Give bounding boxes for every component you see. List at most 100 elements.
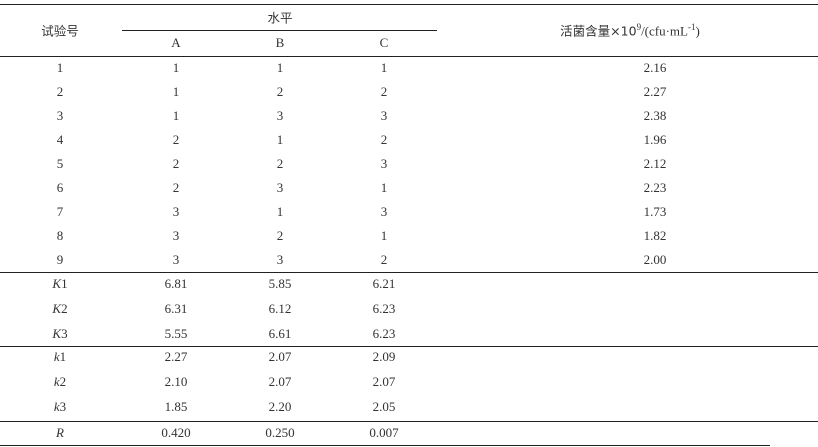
header-result: 活菌含量×109/(cfu·mL-1) [560, 21, 700, 40]
stat-index: 3 [59, 399, 67, 414]
level-b: 2 [276, 84, 284, 99]
stat-index: 2 [61, 301, 68, 316]
stat-index: 3 [61, 326, 68, 341]
stat-a: 6.31 [164, 301, 188, 316]
bottom-rule [0, 445, 770, 446]
level-a: 2 [172, 156, 180, 171]
rule-after-k [0, 421, 818, 422]
level-a: 2 [172, 132, 180, 147]
stat-a: 2.10 [164, 374, 188, 389]
stat-b: 2.20 [268, 399, 292, 414]
rule-after-trials [0, 272, 818, 273]
range-c: 0.007 [369, 425, 399, 440]
stat-a: 2.27 [164, 349, 188, 364]
header-factor-c: C [379, 35, 389, 50]
level-subrule [122, 30, 437, 31]
trial-number: 6 [56, 180, 64, 195]
level-b: 2 [276, 228, 284, 243]
level-a: 2 [172, 180, 180, 195]
trial-number: 4 [56, 132, 64, 147]
trial-number: 5 [56, 156, 64, 171]
level-a: 3 [172, 228, 180, 243]
level-c: 3 [380, 204, 388, 219]
stat-c: 6.23 [372, 301, 396, 316]
stat-b: 6.61 [268, 326, 292, 341]
level-c: 2 [380, 132, 388, 147]
level-b: 2 [276, 156, 284, 171]
stat-a: 6.81 [164, 276, 188, 291]
result-unit-exp: -1 [687, 22, 696, 33]
level-c: 1 [380, 60, 388, 75]
stat-index: 2 [59, 374, 67, 389]
header-factor-a: A [171, 35, 181, 50]
range-a: 0.420 [161, 425, 191, 440]
level-b: 1 [276, 132, 284, 147]
stat-label: k2 [54, 374, 66, 390]
trial-number: 9 [56, 252, 64, 267]
stat-label: K3 [52, 326, 67, 342]
viable-count: 2.16 [643, 60, 667, 75]
level-c: 2 [380, 252, 388, 267]
rule-after-K [0, 346, 818, 347]
result-label: 活菌含量×10 [560, 23, 637, 39]
stat-c: 6.23 [372, 326, 396, 341]
range-symbol: R [56, 425, 64, 440]
stat-symbol: K [52, 276, 62, 291]
header-factor-b: B [275, 35, 285, 50]
stat-a: 5.55 [164, 326, 188, 341]
level-a: 3 [172, 204, 180, 219]
trial-number: 2 [56, 84, 64, 99]
viable-count: 2.27 [643, 84, 667, 99]
result-close: ) [695, 23, 700, 39]
level-a: 3 [172, 252, 180, 267]
viable-count: 2.00 [643, 252, 667, 267]
stat-label: K2 [52, 301, 67, 317]
stat-symbol: K [52, 326, 62, 341]
stat-a: 1.85 [164, 399, 188, 414]
stat-b: 6.12 [268, 301, 292, 316]
level-b: 3 [276, 180, 284, 195]
level-b: 3 [276, 108, 284, 123]
stat-b: 5.85 [268, 276, 292, 291]
viable-count: 1.73 [643, 204, 667, 219]
level-a: 1 [172, 84, 180, 99]
stat-c: 2.05 [372, 399, 396, 414]
level-a: 1 [172, 108, 180, 123]
viable-count: 1.96 [643, 132, 667, 147]
level-c: 3 [380, 108, 388, 123]
stat-label: K1 [52, 276, 67, 292]
stat-c: 2.07 [372, 374, 396, 389]
level-a: 1 [172, 60, 180, 75]
stat-index: 1 [59, 349, 67, 364]
top-rule [0, 4, 818, 5]
stat-c: 2.09 [372, 349, 396, 364]
level-c: 1 [380, 180, 388, 195]
range-b: 0.250 [265, 425, 295, 440]
stat-label: k1 [54, 349, 66, 365]
viable-count: 2.12 [643, 156, 667, 171]
header-rule [0, 56, 818, 57]
trial-number: 3 [56, 108, 64, 123]
stat-b: 2.07 [268, 374, 292, 389]
range-label: R [56, 425, 64, 441]
header-trial: 试验号 [41, 23, 79, 39]
trial-number: 1 [56, 60, 64, 75]
trial-number: 7 [56, 204, 64, 219]
stat-label: k3 [54, 399, 66, 415]
stat-symbol: k [53, 349, 60, 364]
viable-count: 2.23 [643, 180, 667, 195]
level-c: 1 [380, 228, 388, 243]
header-level: 水平 [267, 10, 293, 26]
level-c: 3 [380, 156, 388, 171]
trial-number: 8 [56, 228, 64, 243]
stat-c: 6.21 [372, 276, 396, 291]
level-c: 2 [380, 84, 388, 99]
level-b: 1 [276, 204, 284, 219]
stat-symbol: K [52, 301, 62, 316]
result-exp: 9 [636, 22, 642, 33]
result-unit: /(cfu·mL [641, 23, 688, 39]
stat-symbol: k [53, 374, 60, 389]
level-b: 3 [276, 252, 284, 267]
level-b: 1 [276, 60, 284, 75]
viable-count: 1.82 [643, 228, 667, 243]
